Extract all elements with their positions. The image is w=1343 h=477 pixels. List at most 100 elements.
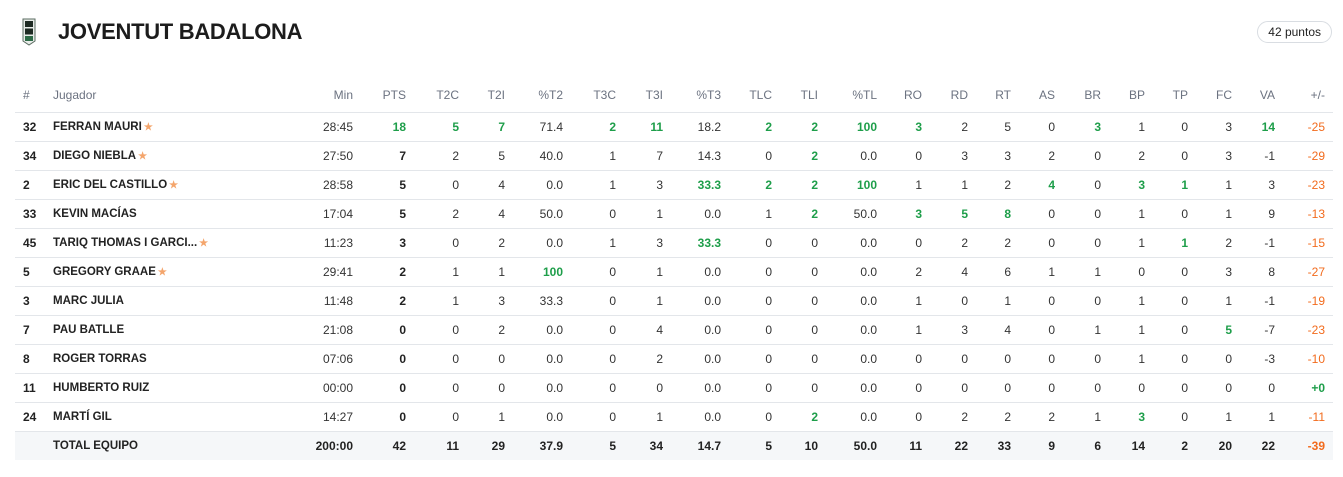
stat-br: 0 <box>1063 286 1109 316</box>
stat-t3c: 0 <box>571 315 624 345</box>
player-row[interactable]: 7 PAU BATLLE 21:08 0 0 2 0.0 0 4 0.0 0 0 0.0 1 3 4 0 1 1 0 5… <box>15 315 1333 345</box>
total-row: TOTAL EQUIPO 200:00 42 11 29 37.9 5 34 14.7 5 10 50… <box>15 431 1333 460</box>
column-header-ro[interactable]: RO <box>885 78 930 113</box>
column-header-pts[interactable]: PTS <box>361 78 414 113</box>
plus-minus: -13 <box>1283 199 1333 229</box>
player-row[interactable]: 3 MARC JULIA 11:48 2 1 3 33.3 0 1 0.0 0 0 0.0 1 0 1 0 0 1 0… <box>15 286 1333 316</box>
column-header-bp[interactable]: BP <box>1109 78 1153 113</box>
total-stat-t2: 37.9 <box>513 431 571 460</box>
stat-t2c: 0 <box>414 228 467 258</box>
column-header-jugador[interactable]: Jugador <box>45 78 300 113</box>
stat-t2i: 5 <box>467 141 513 171</box>
stat-tl: 0.0 <box>826 315 885 345</box>
stat-t3c: 0 <box>571 344 624 374</box>
stat-rd: 4 <box>930 257 976 287</box>
column-header-t3i[interactable]: T3I <box>624 78 671 113</box>
starter-star-icon: ★ <box>157 267 167 278</box>
column-header-tp[interactable]: TP <box>1153 78 1196 113</box>
column-header-t2[interactable]: %T2 <box>513 78 571 113</box>
stat-tl: 50.0 <box>826 199 885 229</box>
player-name-cell: ROGER TORRAS <box>45 344 300 374</box>
player-name-cell: TARIQ THOMAS I GARCI... ★ <box>45 228 300 258</box>
stat-tlc: 2 <box>729 170 780 200</box>
stat-pts: 2 <box>361 286 414 316</box>
column-header-va[interactable]: VA <box>1240 78 1283 113</box>
column-header-rd[interactable]: RD <box>930 78 976 113</box>
player-row[interactable]: 11 HUMBERTO RUIZ 00:00 0 0 0 0.0 0 0 0.0 0 0 0.0 0 0 0 0… <box>15 373 1333 403</box>
column-header-[interactable]: +/- <box>1283 78 1333 113</box>
player-row[interactable]: 5 GREGORY GRAAE ★ 29:41 2 1 1 100 0 1 0.0 0 0 0.0 2 4 6 1… <box>15 257 1333 287</box>
total-stat-fc: 20 <box>1196 431 1240 460</box>
stat-va: 3 <box>1240 170 1283 200</box>
column-header-tli[interactable]: TLI <box>780 78 826 113</box>
stat-t2: 0.0 <box>513 228 571 258</box>
stat-tli: 0 <box>780 373 826 403</box>
stat-tlc: 0 <box>729 257 780 287</box>
player-name[interactable]: PAU BATLLE <box>53 324 125 336</box>
stat-as: 0 <box>1019 315 1063 345</box>
stat-rd: 5 <box>930 199 976 229</box>
column-header-t3[interactable]: %T3 <box>671 78 729 113</box>
stat-tp: 0 <box>1153 141 1196 171</box>
column-header-t2i[interactable]: T2I <box>467 78 513 113</box>
player-row[interactable]: 45 TARIQ THOMAS I GARCI... ★ 11:23 3 0 2 0.0 1 3 3… <box>15 228 1333 258</box>
column-header-br[interactable]: BR <box>1063 78 1109 113</box>
stat-bp: 1 <box>1109 344 1153 374</box>
player-name[interactable]: TARIQ THOMAS I GARCI... <box>53 237 198 249</box>
stat-ro: 0 <box>885 373 930 403</box>
column-header-rt[interactable]: RT <box>976 78 1019 113</box>
column-header-t2c[interactable]: T2C <box>414 78 467 113</box>
player-name[interactable]: ROGER TORRAS <box>53 353 147 365</box>
team-header: JOVENTUT BADALONA <box>22 18 303 46</box>
stat-t3: 0.0 <box>671 402 729 432</box>
stat-ro: 0 <box>885 228 930 258</box>
stat-va: -7 <box>1240 315 1283 345</box>
stat-tp: 1 <box>1153 170 1196 200</box>
player-number: 45 <box>15 228 45 258</box>
column-header-fc[interactable]: FC <box>1196 78 1240 113</box>
player-name[interactable]: HUMBERTO RUIZ <box>53 382 150 394</box>
stat-t3i: 3 <box>624 228 671 258</box>
player-row[interactable]: 8 ROGER TORRAS 07:06 0 0 0 0.0 0 2 0.0 0 0 0.0 0 0 0 0 0 1… <box>15 344 1333 374</box>
player-row[interactable]: 24 MARTÍ GIL 14:27 0 0 1 0.0 0 1 0.0 0 2 0.0 0 2 2 2 1 3 0 1… <box>15 402 1333 432</box>
player-name[interactable]: MARTÍ GIL <box>53 411 112 423</box>
player-row[interactable]: 34 DIEGO NIEBLA ★ 27:50 7 2 5 40.0 1 7 14.3 0 2 0.0 0 3… <box>15 141 1333 171</box>
stat-as: 0 <box>1019 286 1063 316</box>
player-name[interactable]: ERIC DEL CASTILLO <box>53 179 168 191</box>
column-header-min[interactable]: Min <box>300 78 361 113</box>
stat-bp: 0 <box>1109 373 1153 403</box>
player-name[interactable]: KEVIN MACÍAS <box>53 208 137 220</box>
player-name[interactable]: GREGORY GRAAE <box>53 266 156 278</box>
stat-t2: 71.4 <box>513 112 571 142</box>
column-header-as[interactable]: AS <box>1019 78 1063 113</box>
stat-rt: 2 <box>976 402 1019 432</box>
player-row[interactable]: 2 ERIC DEL CASTILLO ★ 28:58 5 0 4 0.0 1 3 33.3 2 2 10… <box>15 170 1333 200</box>
stat-br: 0 <box>1063 373 1109 403</box>
player-name[interactable]: MARC JULIA <box>53 295 124 307</box>
stat-va: -1 <box>1240 286 1283 316</box>
player-name[interactable]: DIEGO NIEBLA <box>53 150 137 162</box>
player-row[interactable]: 32 FERRAN MAURI ★ 28:45 18 5 7 71.4 2 11 18.2 2 2 100… <box>15 112 1333 142</box>
stat-bp: 1 <box>1109 199 1153 229</box>
stat-va: 9 <box>1240 199 1283 229</box>
player-row[interactable]: 33 KEVIN MACÍAS 17:04 5 2 4 50.0 0 1 0.0 1 2 50.0 3 5 8… <box>15 199 1333 229</box>
stat-t3c: 0 <box>571 199 624 229</box>
player-name[interactable]: FERRAN MAURI <box>53 121 142 133</box>
plus-minus: -19 <box>1283 286 1333 316</box>
stat-t3i: 0 <box>624 373 671 403</box>
minutes: 29:41 <box>300 257 361 287</box>
stat-t3c: 0 <box>571 286 624 316</box>
stat-bp: 1 <box>1109 228 1153 258</box>
column-header-tlc[interactable]: TLC <box>729 78 780 113</box>
plus-minus: -27 <box>1283 257 1333 287</box>
column-header-t3c[interactable]: T3C <box>571 78 624 113</box>
stat-fc: 0 <box>1196 344 1240 374</box>
minutes: 00:00 <box>300 373 361 403</box>
stat-rd: 0 <box>930 286 976 316</box>
column-header-tl[interactable]: %TL <box>826 78 885 113</box>
stat-t2i: 3 <box>467 286 513 316</box>
stat-rd: 2 <box>930 112 976 142</box>
stat-t2: 0.0 <box>513 373 571 403</box>
column-header-[interactable]: # <box>15 78 45 113</box>
plus-minus: -23 <box>1283 170 1333 200</box>
